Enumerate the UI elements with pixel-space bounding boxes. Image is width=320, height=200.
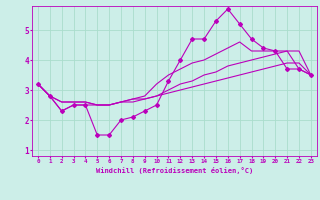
X-axis label: Windchill (Refroidissement éolien,°C): Windchill (Refroidissement éolien,°C): [96, 167, 253, 174]
